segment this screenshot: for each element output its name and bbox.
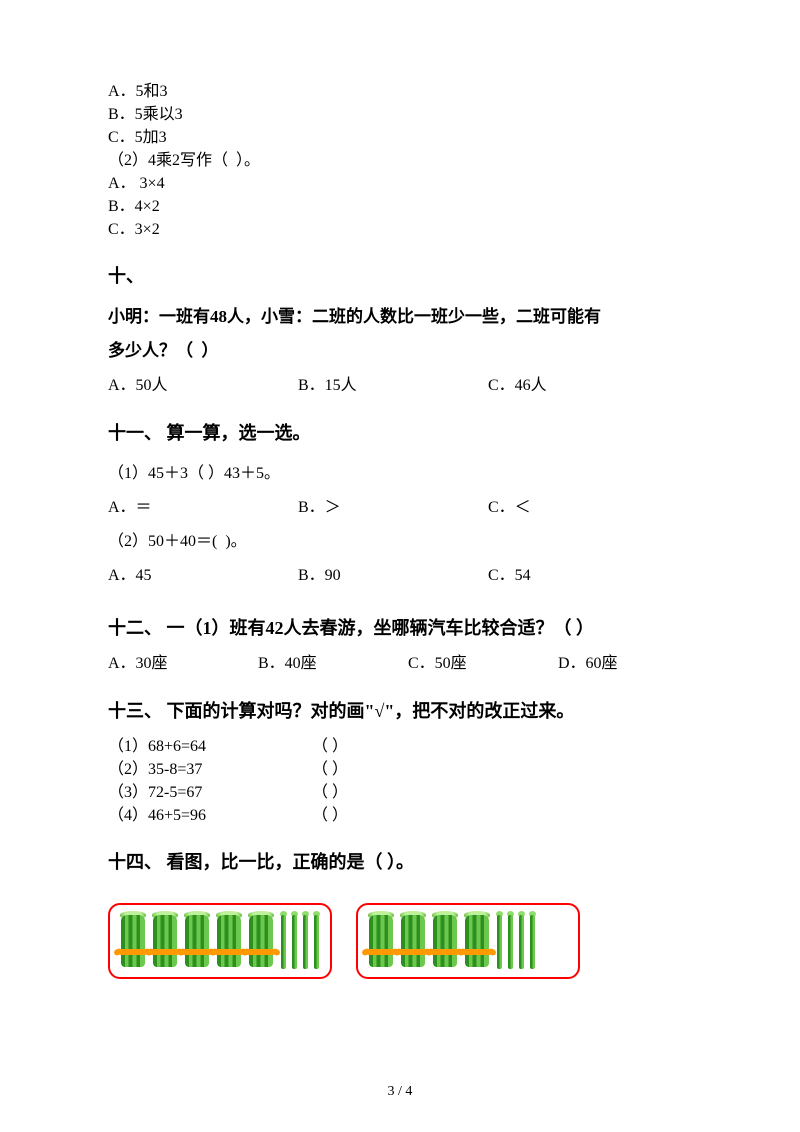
stick-icon (529, 911, 536, 971)
stick-bundle-icon (366, 911, 396, 971)
q12-heading: 十二、 一（1）班有42人去春游，坐哪辆汽车比较合适？（ ） (108, 617, 692, 639)
q11-sub1-b[interactable]: B．＞ (298, 491, 488, 525)
opt-c: C．5加3 (108, 126, 692, 149)
q14-heading: 十四、 看图，比一比，正确的是（ ）。 (108, 851, 692, 873)
q13-r2-paren[interactable]: （ ） (312, 758, 348, 781)
q14-images (108, 903, 692, 979)
stick-bundle-icon (398, 911, 428, 971)
stick-bundle-icon (182, 911, 212, 971)
q11-sub2: （2）50＋40＝( )。 (108, 525, 692, 559)
q11-sub2-options: A．45 B．90 C．54 (108, 559, 692, 593)
q13-r3-paren[interactable]: （ ） (312, 781, 348, 804)
opt-b: B．5乘以3 (108, 103, 692, 126)
q11-sub1-c[interactable]: C．＜ (488, 491, 531, 525)
stick-bundle-icon (430, 911, 460, 971)
q13-r1-text: （1）68+6=64 (108, 735, 308, 758)
sub2-c: C．3×2 (108, 218, 692, 241)
opt-a: A．5和3 (108, 80, 692, 103)
stick-icon (280, 911, 287, 971)
stick-icon (496, 911, 503, 971)
q10-opt-b[interactable]: B．15人 (298, 374, 488, 398)
q13-r4-paren[interactable]: （ ） (312, 804, 348, 827)
stick-card-2 (356, 903, 580, 979)
q10-options: A．50人 B．15人 C．46人 (108, 374, 692, 398)
q13-row-1: （1）68+6=64 （ ） (108, 735, 692, 758)
stick-bundle-icon (118, 911, 148, 971)
q10-opt-a[interactable]: A．50人 (108, 374, 298, 398)
stick-bundle-icon (462, 911, 492, 971)
page-number: 3 / 4 (0, 1084, 800, 1100)
q11-sub1-options: A．＝ B．＞ C．＜ (108, 491, 692, 525)
q11-heading: 十一、 算一算，选一选。 (108, 422, 692, 444)
q13-r1-paren[interactable]: （ ） (312, 735, 348, 758)
q12-opt-d[interactable]: D．60座 (558, 652, 618, 676)
stick-icon (518, 911, 525, 971)
q11-sub2-b[interactable]: B．90 (298, 559, 488, 593)
q13-heading: 十三、 下面的计算对吗？对的画"√"，把不对的改正过来。 (108, 700, 692, 722)
q11-sub1: （1）45＋3（ ）43＋5。 (108, 457, 692, 491)
q12-opt-a[interactable]: A．30座 (108, 652, 258, 676)
q13-r4-text: （4）46+5=96 (108, 804, 308, 827)
q13-row-2: （2）35-8=37 （ ） (108, 758, 692, 781)
q13-row-3: （3）72-5=67 （ ） (108, 781, 692, 804)
q10-stem-1: 小明：一班有48人，小雪：二班的人数比一班少一些，二班可能有 (108, 300, 692, 334)
stick-bundle-icon (246, 911, 276, 971)
q11-sub2-a[interactable]: A．45 (108, 559, 298, 593)
sub2-b: B．4×2 (108, 195, 692, 218)
q13-r3-text: （3）72-5=67 (108, 781, 308, 804)
stick-card-1 (108, 903, 332, 979)
q13-r2-text: （2）35-8=37 (108, 758, 308, 781)
q11-sub1-a[interactable]: A．＝ (108, 491, 298, 525)
q10-stem-2: 多少人？（ ） (108, 334, 692, 368)
stick-icon (507, 911, 514, 971)
q11-sub2-c[interactable]: C．54 (488, 559, 531, 593)
q12-opt-c[interactable]: C．50座 (408, 652, 558, 676)
q10-heading: 十、 (108, 265, 692, 287)
stick-icon (291, 911, 298, 971)
stick-icon (302, 911, 309, 971)
q13-row-4: （4）46+5=96 （ ） (108, 804, 692, 827)
stick-bundle-icon (214, 911, 244, 971)
q12-options: A．30座 B．40座 C．50座 D．60座 (108, 652, 692, 676)
q12-opt-b[interactable]: B．40座 (258, 652, 408, 676)
stick-icon (313, 911, 320, 971)
sub2-a: A． 3×4 (108, 172, 692, 195)
sub2-stem: （2）4乘2写作（ ）。 (108, 149, 692, 172)
stick-bundle-icon (150, 911, 180, 971)
q10-opt-c[interactable]: C．46人 (488, 374, 547, 398)
